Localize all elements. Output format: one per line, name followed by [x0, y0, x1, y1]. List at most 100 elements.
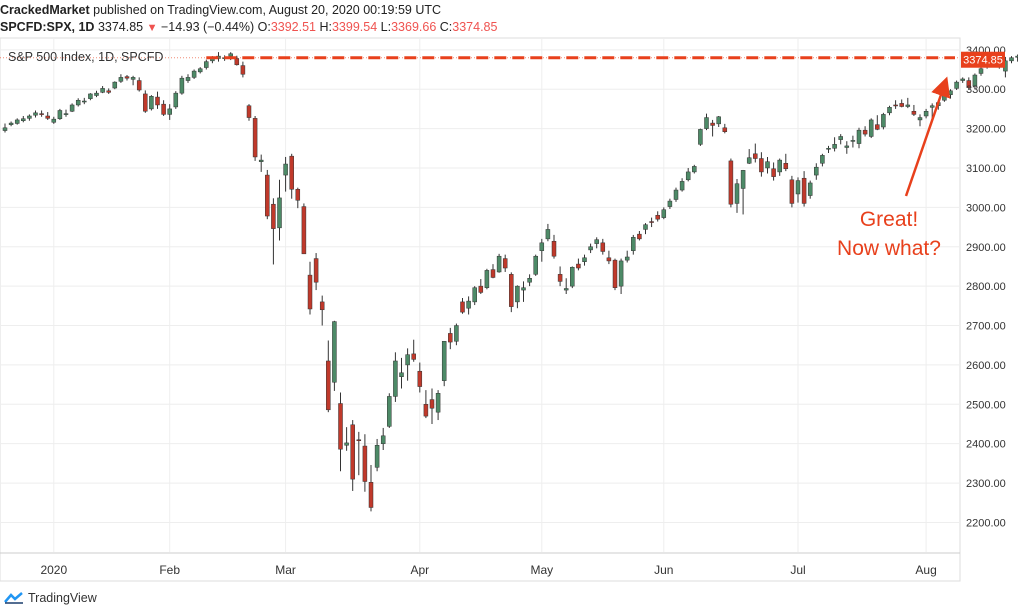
candle-up [441, 341, 447, 381]
candle-up [527, 278, 532, 283]
candle-down [862, 129, 868, 135]
candle-up [960, 78, 965, 81]
candle-up [21, 118, 26, 121]
candle-down [338, 403, 343, 450]
candle-up [820, 155, 825, 164]
candle-up [435, 393, 441, 413]
candle-up [563, 288, 569, 291]
candle-up [661, 209, 667, 218]
candle-down [551, 240, 557, 257]
candle-up [740, 170, 746, 189]
candle-up [204, 61, 209, 68]
candle-up [545, 229, 551, 240]
y-tick-label: 3100.00 [966, 163, 1006, 175]
candle-up [149, 96, 154, 110]
candle-down [319, 301, 325, 311]
candle-down [295, 188, 301, 201]
price-label-text: 3374.85 [963, 55, 1003, 67]
candle-up [75, 99, 81, 106]
candle-up [466, 300, 471, 309]
candle-up [746, 157, 752, 164]
candle-up [954, 81, 959, 89]
candle-down [307, 274, 313, 310]
high-label: H: [319, 20, 332, 34]
candle-down [893, 104, 898, 107]
footer: TradingView [4, 591, 97, 605]
x-tick-label: Jun [654, 563, 673, 577]
candle-up [631, 237, 636, 251]
high-value: 3399.54 [331, 20, 378, 34]
candle-down [252, 118, 258, 158]
candle-down [460, 301, 465, 313]
candle-down [722, 127, 728, 132]
candle-down [509, 274, 514, 307]
candle-down [246, 105, 252, 118]
candle-up [850, 140, 856, 142]
open-label: O: [257, 20, 271, 34]
candle-up [807, 182, 813, 196]
candle-up [917, 117, 923, 121]
candle-down [368, 482, 374, 508]
candle-down [265, 174, 270, 217]
candle-up [94, 92, 99, 96]
candle-down [161, 103, 166, 115]
candle-up [844, 145, 850, 148]
candle-up [228, 53, 233, 57]
candle-up [197, 68, 203, 73]
candle-down [576, 263, 581, 269]
candle-up [387, 396, 392, 427]
candle-up [57, 110, 63, 119]
x-axis: 2020 Feb Mar Apr May Jun Jul Aug [0, 552, 960, 577]
candle-up [868, 119, 874, 137]
candle-down [801, 177, 807, 204]
candle-down [313, 258, 319, 283]
x-tick-label: Feb [159, 563, 180, 577]
y-tick-label: 2800.00 [966, 281, 1006, 293]
candle-down [710, 122, 715, 126]
candle-up [515, 285, 520, 303]
candle-up [942, 95, 947, 101]
candle-down [649, 221, 654, 223]
candle-up [814, 166, 819, 176]
candle-down [429, 399, 435, 409]
x-tick-label: 2020 [40, 563, 67, 577]
candle-up [923, 111, 929, 117]
close-label: C: [439, 20, 453, 34]
symbol-label: SPCFD:SPX, 1D [0, 20, 95, 34]
candle-up [173, 92, 179, 108]
candle-down [490, 269, 496, 278]
candle-down [411, 353, 416, 360]
candle-down [234, 58, 240, 66]
candle-down [240, 65, 246, 75]
candle-up [2, 127, 8, 131]
candle-up [51, 118, 57, 123]
candles [2, 52, 1018, 512]
candle-down [143, 93, 148, 112]
candle-down [966, 80, 972, 88]
candle-up [594, 239, 599, 244]
y-tick-label: 3300.00 [966, 84, 1006, 96]
candle-down [39, 113, 44, 115]
tradingview-brand[interactable]: TradingView [28, 591, 97, 605]
candle-down [301, 206, 307, 255]
candle-up [332, 321, 337, 383]
candle-up [14, 119, 20, 124]
candle-up [832, 144, 837, 149]
plot-frame [0, 37, 961, 582]
y-axis: 2200.00 2300.00 2400.00 2500.00 2600.00 2700.… [966, 45, 1006, 530]
candle-down [289, 155, 294, 190]
low-label: L: [380, 20, 392, 34]
annotation-arrow[interactable] [904, 76, 951, 197]
annotation-line1[interactable]: Great! [860, 208, 918, 231]
candle-up [521, 287, 526, 291]
candle-up [27, 115, 32, 119]
candle-down [783, 163, 789, 170]
y-tick-label: 3200.00 [966, 124, 1006, 136]
annotation-line2[interactable]: Now what? [837, 237, 941, 260]
candle-up [374, 445, 380, 468]
author-name[interactable]: CrackedMarket [0, 3, 90, 17]
last-price: 3374.85 [97, 20, 144, 34]
x-tick-label: May [530, 563, 553, 577]
candle-up [399, 372, 404, 377]
